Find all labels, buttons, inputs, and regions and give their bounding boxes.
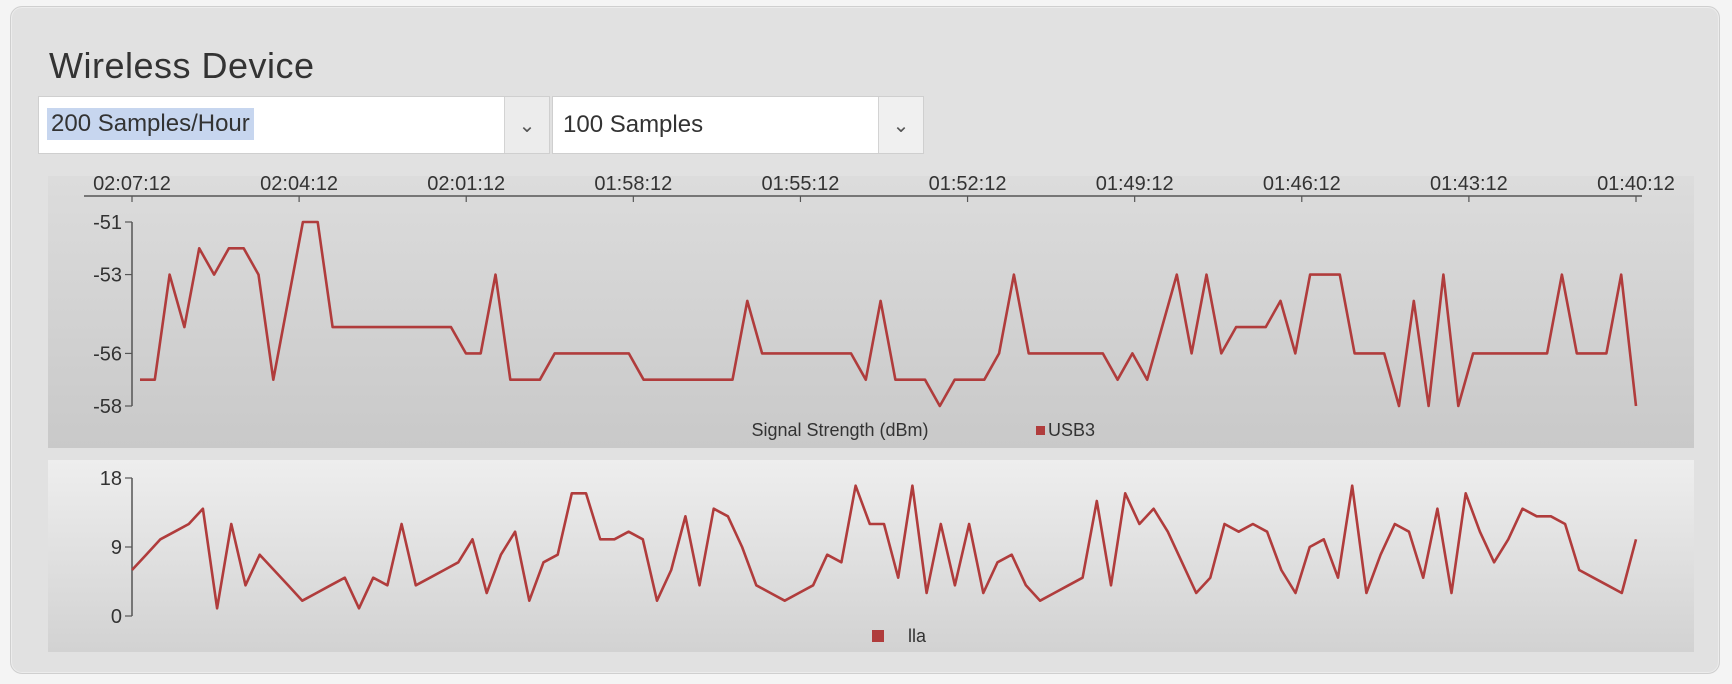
legend-label: Signal Strength (dBm) <box>751 420 928 440</box>
chart1-plot-background <box>48 176 1694 448</box>
x-tick-label: 01:52:12 <box>929 173 1007 195</box>
x-tick-label: 02:04:12 <box>260 173 338 195</box>
y-tick-label: 18 <box>100 468 122 490</box>
x-tick-label: 01:55:12 <box>762 173 840 195</box>
sample-count-select[interactable]: 100 Samples ⌄ <box>552 96 924 154</box>
x-tick-label: 01:46:12 <box>1263 173 1341 195</box>
legend-swatch <box>1036 426 1045 435</box>
y-tick-label: 0 <box>111 606 122 628</box>
lla-chart: 18 9 0 lla <box>100 468 1638 646</box>
sample-rate-select[interactable]: 200 Samples/Hour ⌄ <box>38 96 550 154</box>
chevron-down-icon[interactable]: ⌄ <box>504 97 549 153</box>
y-tick-label: 9 <box>111 537 122 559</box>
x-tick-label: 01:49:12 <box>1096 173 1174 195</box>
x-tick-label: 02:07:12 <box>93 173 171 195</box>
legend-series-name: USB3 <box>1048 420 1095 440</box>
x-tick-label: 01:58:12 <box>594 173 672 195</box>
legend-swatch <box>872 630 884 642</box>
sample-count-value: 100 Samples <box>563 111 704 138</box>
y-tick-label: -58 <box>93 396 122 418</box>
y-tick-label: -51 <box>93 212 122 234</box>
y-tick-label: -53 <box>93 265 122 287</box>
signal-strength-chart: 02:07:12 02:04:12 02:01:12 01:58:12 01:55:12… <box>84 173 1675 440</box>
x-tick-label: 01:40:12 <box>1597 173 1675 195</box>
y-tick-label: -56 <box>93 343 122 365</box>
legend-series-name: lla <box>908 626 927 646</box>
x-tick-label: 01:43:12 <box>1430 173 1508 195</box>
x-tick-label: 02:01:12 <box>427 173 505 195</box>
signal-strength-series-line <box>140 220 1638 408</box>
chart2-plot-background <box>48 460 1694 652</box>
panel-title: Wireless Device <box>49 45 315 86</box>
lla-series-line <box>131 484 1638 610</box>
chevron-down-icon[interactable]: ⌄ <box>878 97 923 153</box>
sample-rate-value: 200 Samples/Hour <box>47 108 254 140</box>
